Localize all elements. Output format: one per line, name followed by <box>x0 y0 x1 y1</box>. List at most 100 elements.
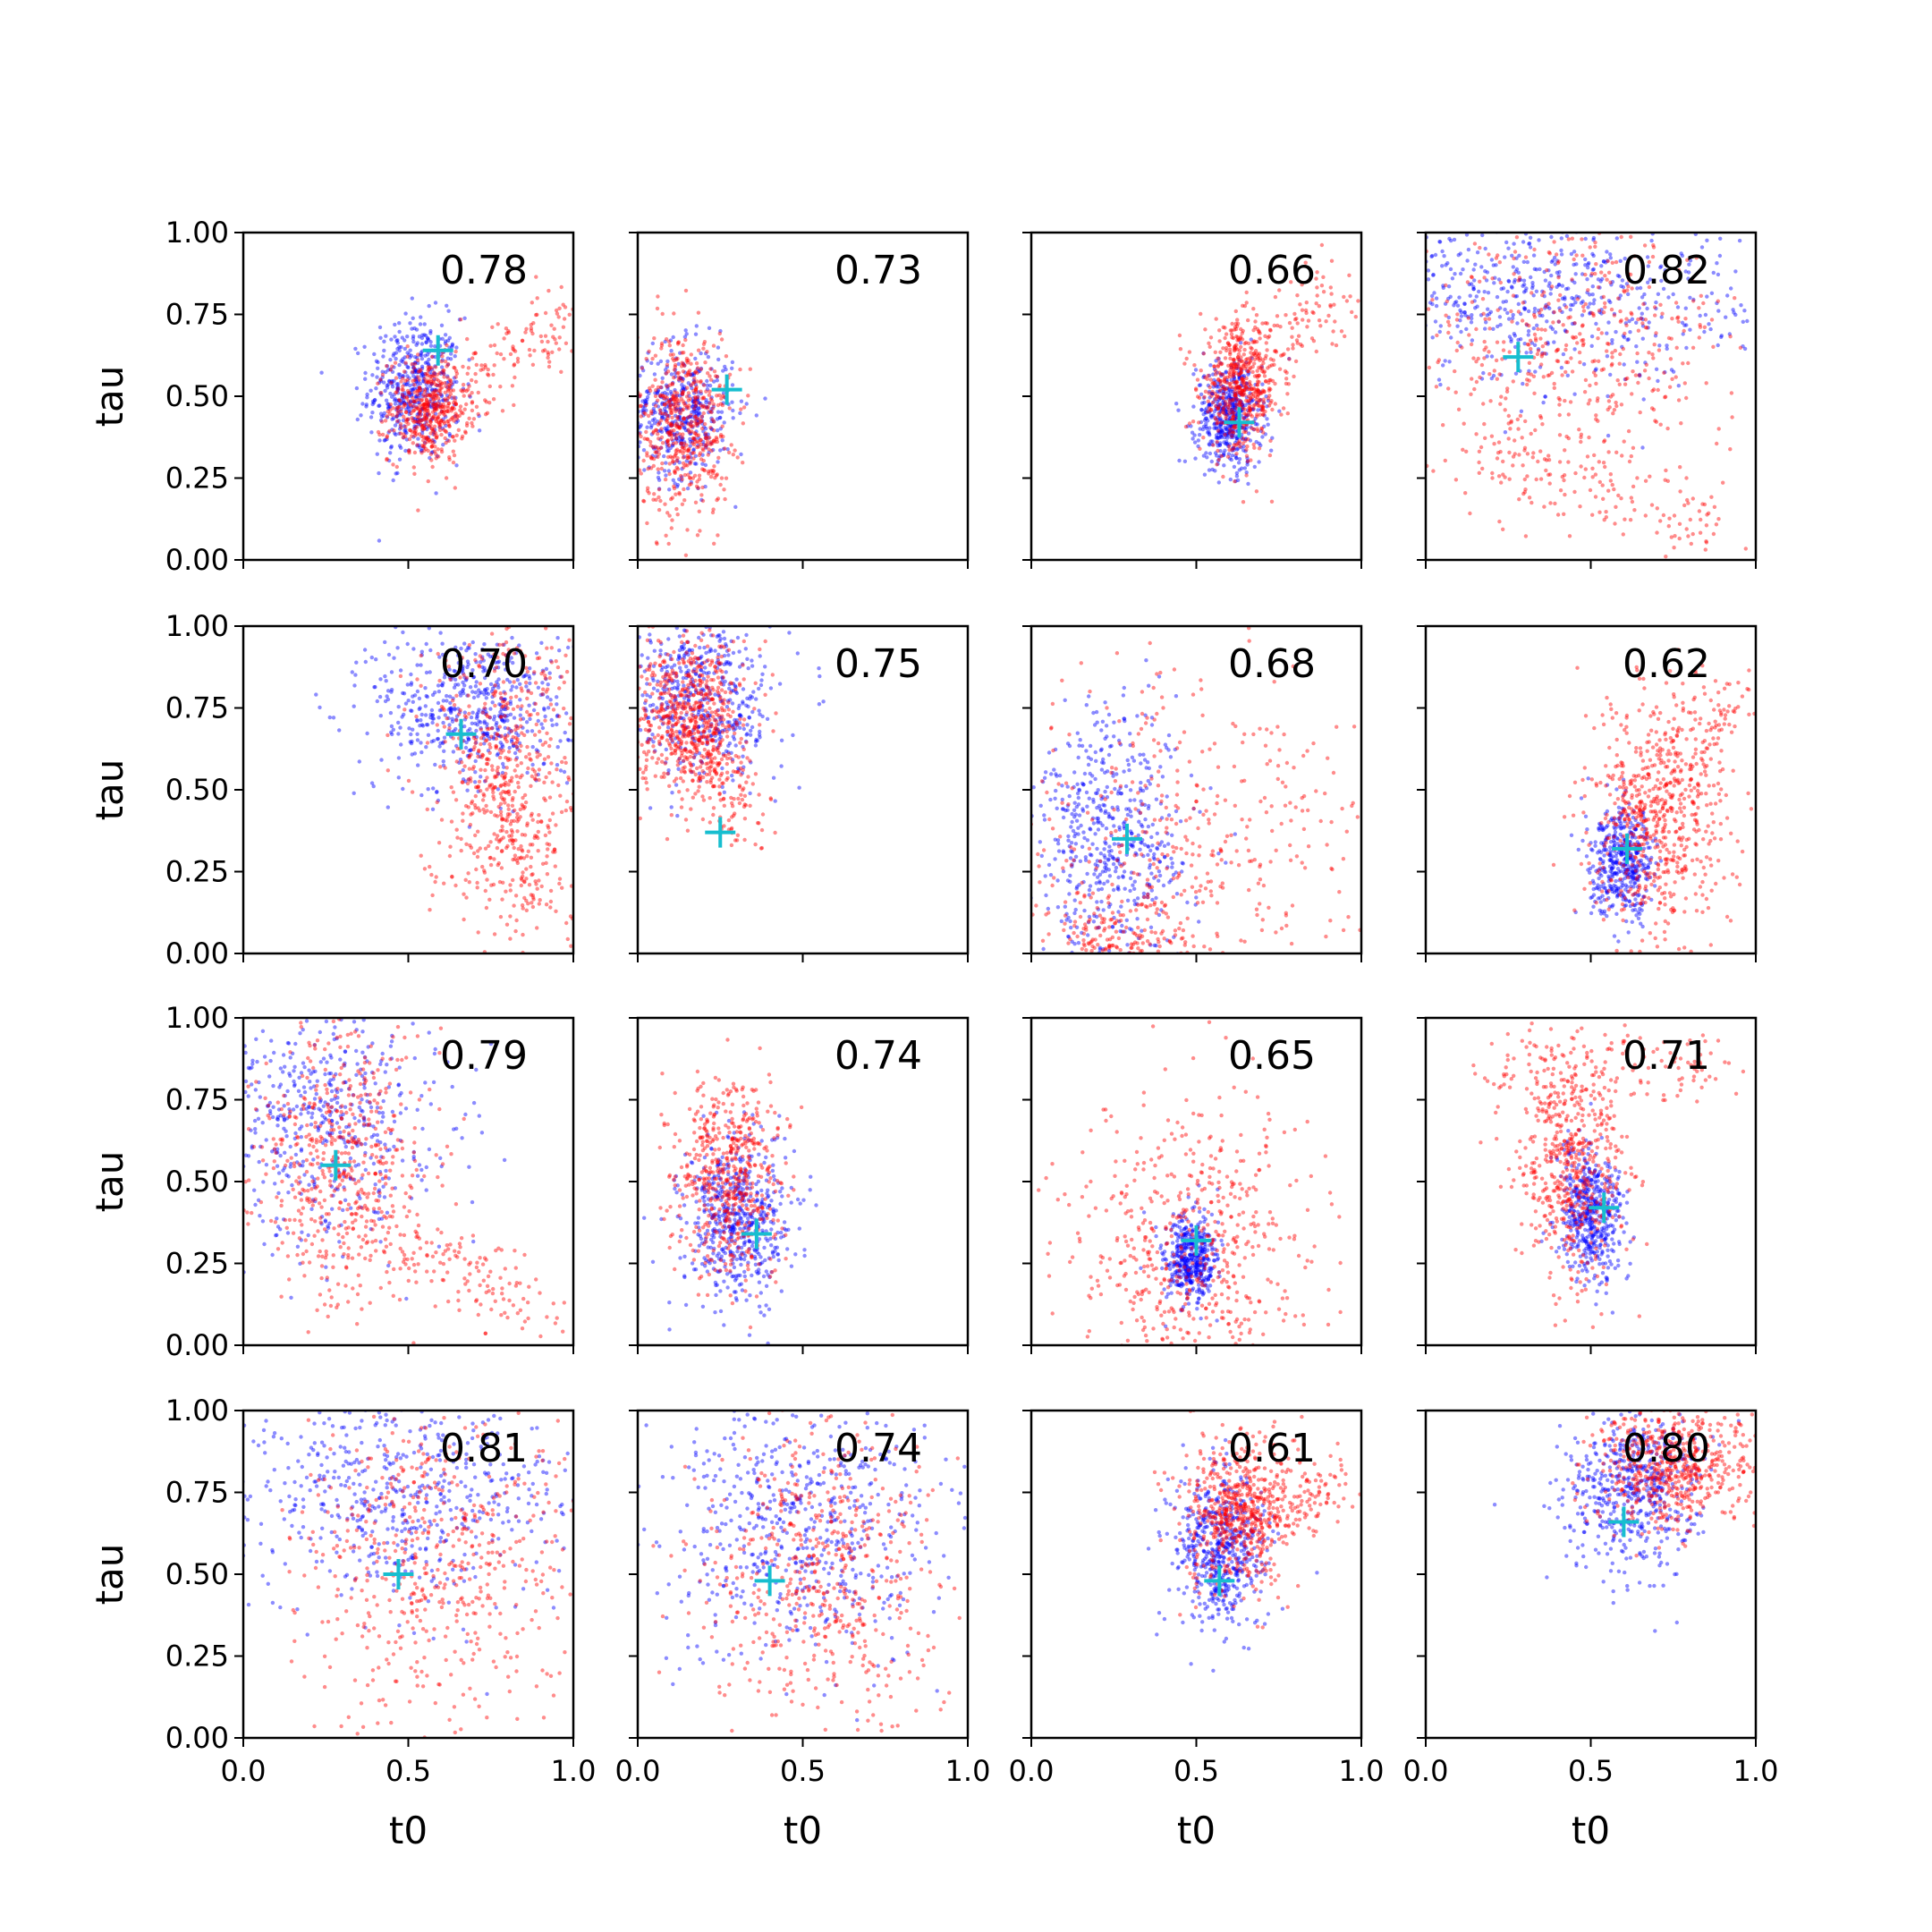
blue-point <box>1640 336 1646 341</box>
blue-point <box>1432 291 1436 295</box>
blue-point <box>400 396 404 401</box>
red-point <box>1527 360 1532 365</box>
red-point <box>1520 318 1525 323</box>
blue-point <box>415 412 419 417</box>
blue-point <box>1224 433 1228 437</box>
blue-point <box>1679 251 1683 256</box>
red-point <box>430 429 436 434</box>
red-point <box>1242 362 1248 367</box>
red-point <box>1661 513 1666 518</box>
red-point <box>675 342 681 346</box>
blue-point <box>443 333 448 337</box>
blue-point <box>706 354 711 360</box>
blue-point <box>396 372 401 377</box>
red-point <box>1504 396 1508 401</box>
red-point <box>452 406 456 411</box>
blue-point <box>555 763 560 767</box>
blue-point <box>647 465 651 470</box>
blue-point <box>1238 399 1243 403</box>
red-point <box>1688 517 1693 522</box>
red-point <box>453 402 459 407</box>
red-point <box>441 369 445 373</box>
blue-point <box>681 361 686 366</box>
blue-point <box>1560 284 1565 288</box>
blue-point <box>1583 263 1588 267</box>
red-point <box>687 369 692 373</box>
blue-point <box>1429 293 1435 299</box>
red-point <box>1602 518 1606 522</box>
red-point <box>677 490 682 496</box>
red-point <box>1536 326 1540 332</box>
blue-point <box>479 660 483 665</box>
red-point <box>716 455 721 460</box>
blue-point <box>433 428 437 432</box>
red-point <box>1301 318 1305 322</box>
red-point <box>681 461 686 466</box>
blue-point <box>401 357 405 361</box>
red-point <box>1583 377 1589 383</box>
blue-point <box>428 648 433 653</box>
red-point <box>1197 420 1201 425</box>
red-point <box>694 385 699 389</box>
red-point <box>1250 386 1254 392</box>
red-point <box>1246 399 1250 403</box>
blue-point <box>563 730 567 735</box>
blue-point <box>1199 392 1204 397</box>
red-point <box>1329 292 1334 296</box>
blue-point <box>417 400 422 405</box>
red-point <box>1207 341 1211 345</box>
blue-point <box>1612 311 1617 317</box>
red-point <box>721 394 725 398</box>
red-point <box>1191 419 1196 424</box>
red-point <box>422 867 428 871</box>
red-point <box>674 436 679 441</box>
red-point <box>672 368 677 372</box>
red-point <box>428 393 433 397</box>
blue-point <box>1225 432 1230 436</box>
red-point <box>670 455 674 460</box>
red-point <box>1531 312 1537 318</box>
red-point <box>1711 531 1716 537</box>
red-point <box>1643 325 1648 330</box>
blue-point <box>1224 412 1230 418</box>
blue-point <box>1236 366 1241 370</box>
blue-point <box>456 661 461 665</box>
red-point <box>431 415 436 419</box>
red-point <box>407 451 411 455</box>
red-point <box>1210 389 1215 394</box>
red-point <box>1563 448 1567 453</box>
blue-point <box>1246 372 1250 377</box>
blue-point <box>1218 406 1224 411</box>
blue-point <box>664 428 669 433</box>
blue-point <box>417 396 421 401</box>
red-point <box>1236 357 1241 361</box>
red-point <box>411 408 417 413</box>
red-point <box>1577 350 1582 355</box>
red-point <box>673 400 678 404</box>
red-point <box>1525 452 1530 456</box>
red-point <box>1202 394 1207 399</box>
red-point <box>1546 250 1552 255</box>
blue-point <box>410 394 414 398</box>
red-point <box>1546 301 1551 306</box>
red-point <box>1511 379 1516 384</box>
red-point <box>694 421 699 426</box>
blue-point <box>555 745 560 750</box>
blue-point <box>657 478 662 482</box>
red-point <box>451 449 455 453</box>
red-point <box>1248 379 1252 385</box>
blue-point <box>437 399 442 403</box>
red-point <box>1655 506 1660 511</box>
red-point <box>658 393 663 398</box>
red-point <box>659 341 665 346</box>
blue-point <box>386 689 391 693</box>
blue-point <box>1588 292 1592 297</box>
red-point <box>1563 343 1569 348</box>
red-point <box>1594 262 1598 267</box>
blue-point <box>1504 240 1509 245</box>
red-point <box>638 393 643 397</box>
red-point <box>435 383 439 387</box>
blue-point <box>1244 413 1250 418</box>
blue-point <box>1471 287 1476 292</box>
blue-point <box>482 721 487 725</box>
